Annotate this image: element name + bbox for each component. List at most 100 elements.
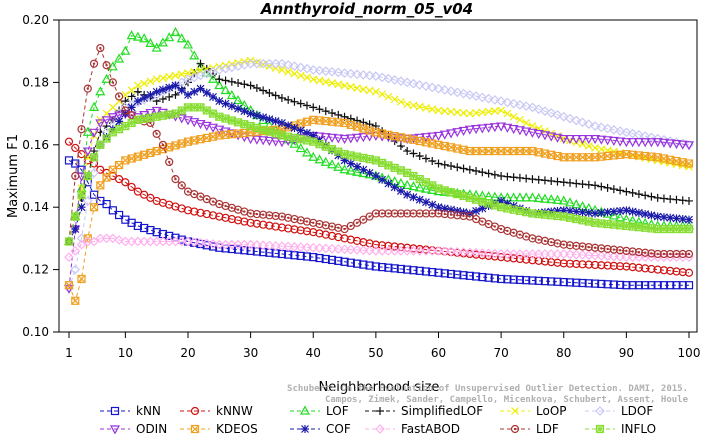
data-point	[490, 248, 500, 259]
data-point	[509, 254, 518, 263]
data-point	[640, 138, 651, 148]
data-point	[321, 254, 330, 264]
data-point	[140, 79, 149, 88]
data-point	[182, 39, 194, 49]
marker-star	[440, 186, 449, 195]
marker-star	[597, 219, 606, 228]
data-point	[603, 183, 612, 192]
marker-box	[528, 146, 537, 156]
marker-dot	[562, 243, 565, 246]
data-point	[403, 265, 412, 274]
data-point	[214, 79, 225, 90]
data-point	[176, 114, 187, 124]
marker-ring	[246, 209, 255, 218]
data-point	[146, 225, 155, 235]
data-point	[315, 105, 324, 114]
data-point	[522, 276, 531, 285]
data-point	[634, 281, 643, 290]
data-point	[396, 209, 406, 218]
data-point	[684, 281, 694, 290]
x-tick-label: 30	[243, 346, 258, 360]
data-point	[590, 279, 600, 288]
data-point	[377, 246, 387, 256]
marker-star	[133, 115, 142, 124]
data-point	[82, 196, 93, 206]
data-point	[252, 123, 261, 133]
data-point	[365, 212, 374, 221]
marker-ring	[403, 209, 412, 218]
data-point	[371, 246, 381, 256]
data-point	[547, 176, 556, 185]
data-point	[609, 245, 618, 254]
data-point	[145, 236, 156, 247]
data-point	[421, 209, 431, 218]
data-point	[478, 108, 487, 117]
marker-star	[278, 131, 286, 140]
marker-box	[559, 153, 568, 162]
marker-box	[340, 118, 349, 128]
data-point	[434, 203, 443, 212]
marker-ring	[597, 244, 606, 253]
data-point	[434, 209, 443, 218]
data-point	[333, 134, 344, 144]
marker-dot	[168, 160, 171, 164]
data-point	[96, 165, 105, 174]
data-point	[421, 198, 430, 207]
data-point	[578, 140, 587, 149]
marker-box	[459, 145, 468, 154]
data-point	[196, 59, 205, 68]
marker-box	[208, 132, 218, 141]
marker-box	[177, 139, 186, 148]
marker-dot	[230, 206, 234, 210]
data-point	[190, 87, 199, 96]
marker-cross	[102, 173, 111, 182]
marker-dot	[481, 220, 484, 223]
legend-label: LOF	[326, 404, 349, 418]
marker-star	[384, 161, 393, 170]
marker-star	[534, 210, 543, 218]
data-point	[421, 81, 431, 91]
y-tick-label: 0.10	[22, 325, 49, 339]
marker-box	[371, 128, 380, 137]
data-point	[446, 188, 456, 197]
legend-marker	[109, 425, 121, 434]
marker-star	[371, 156, 380, 165]
data-point	[653, 212, 662, 221]
marker-star	[328, 145, 336, 154]
legend-label: INFLO	[621, 422, 656, 434]
data-point	[284, 224, 293, 233]
marker-dot	[312, 221, 315, 224]
marker-box	[346, 120, 355, 129]
marker-star	[121, 122, 130, 131]
marker-star	[409, 172, 418, 180]
data-point	[414, 246, 425, 256]
data-point	[622, 206, 631, 215]
data-point	[340, 156, 349, 165]
data-point	[127, 92, 136, 101]
data-point	[89, 153, 99, 162]
data-point	[64, 252, 74, 262]
data-point	[259, 125, 268, 134]
marker-star	[572, 215, 581, 223]
data-point	[472, 109, 480, 117]
data-point	[121, 106, 130, 115]
marker-dot	[186, 190, 190, 193]
data-point	[453, 270, 462, 279]
data-point	[553, 258, 562, 267]
data-point	[71, 296, 80, 305]
data-point	[590, 134, 601, 145]
data-point	[89, 203, 99, 212]
marker-star	[553, 212, 562, 220]
data-point	[302, 128, 311, 137]
data-point	[390, 183, 399, 192]
data-point	[270, 241, 281, 251]
marker-dot	[174, 177, 177, 181]
marker-ring	[446, 210, 456, 219]
data-point	[158, 111, 168, 120]
data-point	[616, 246, 625, 255]
data-point	[408, 246, 419, 256]
marker-star	[653, 225, 662, 233]
data-point	[334, 256, 343, 265]
data-point	[189, 50, 200, 60]
